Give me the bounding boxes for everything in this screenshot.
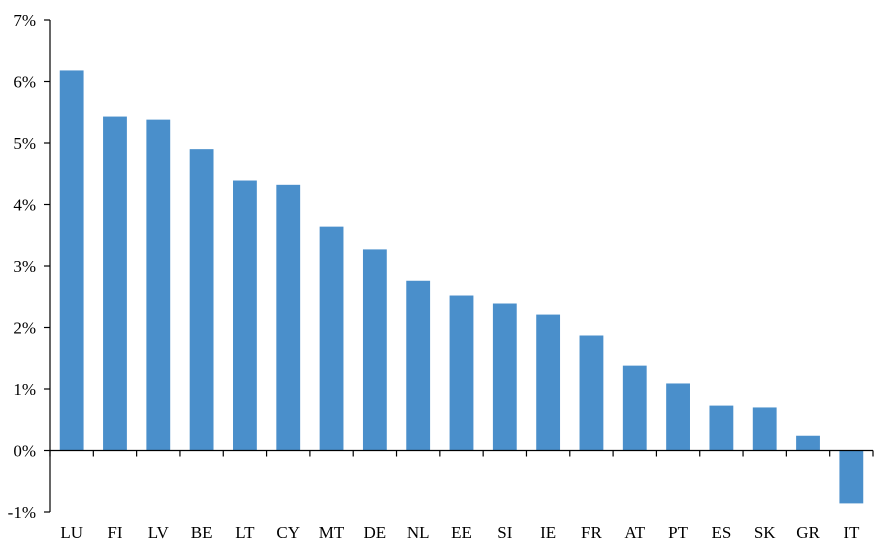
bar-si: [492, 303, 517, 451]
x-tick-label-de: DE: [364, 523, 387, 542]
bar-pt: [666, 383, 690, 451]
y-tick-label: 1%: [13, 380, 36, 399]
bars-group: [59, 70, 864, 504]
x-tick-label-at: AT: [624, 523, 645, 542]
bar-it: [839, 450, 864, 504]
bar-lu: [59, 70, 84, 451]
x-tick-label-gr: GR: [796, 523, 820, 542]
x-tick-label-cy: CY: [276, 523, 300, 542]
x-tick-label-es: ES: [711, 523, 731, 542]
x-tick-label-lv: LV: [148, 523, 170, 542]
bar-gr: [796, 435, 820, 451]
bar-fr: [579, 335, 604, 451]
y-tick-label: 5%: [13, 134, 36, 153]
y-tick-label: 7%: [13, 11, 36, 30]
bar-at: [622, 365, 647, 451]
bar-ie: [536, 314, 561, 451]
x-tick-label-ee: EE: [451, 523, 472, 542]
x-tick-label-it: IT: [843, 523, 860, 542]
bar-mt: [319, 226, 344, 451]
x-tick-label-nl: NL: [407, 523, 430, 542]
x-tick-label-fr: FR: [581, 523, 602, 542]
bar-lv: [146, 119, 171, 451]
bar-de: [362, 249, 387, 451]
bar-lt: [233, 180, 257, 451]
bar-ee: [449, 295, 474, 451]
y-tick-label: 2%: [13, 319, 36, 338]
bar-be: [189, 149, 214, 451]
bar-fi: [103, 116, 127, 451]
x-tick-label-lu: LU: [60, 523, 83, 542]
bar-es: [709, 405, 734, 451]
x-tick-label-ie: IE: [540, 523, 556, 542]
y-tick-label: -1%: [8, 503, 36, 522]
y-tick-label: 4%: [13, 196, 36, 215]
x-tick-label-si: SI: [497, 523, 512, 542]
x-tick-label-sk: SK: [754, 523, 776, 542]
x-tick-label-mt: MT: [319, 523, 345, 542]
bar-sk: [752, 407, 777, 451]
x-tick-label-lt: LT: [235, 523, 255, 542]
x-ticks-group: LU FI LV BE LT CY MT DE NL EE SI IE FR AT PT ES SK GR IT: [49, 450, 874, 542]
bar-cy: [276, 184, 301, 451]
x-tick-label-pt: PT: [668, 523, 688, 542]
y-tick-label: 6%: [13, 73, 36, 92]
bar-nl: [406, 280, 431, 451]
y-tick-label: 3%: [13, 257, 36, 276]
y-tick-label: 0%: [13, 442, 36, 461]
x-tick-label-fi: FI: [107, 523, 122, 542]
x-tick-label-be: BE: [191, 523, 213, 542]
y-ticks-group: -1% 0% 1% 2% 3% 4% 5% 6% 7%: [8, 11, 50, 522]
